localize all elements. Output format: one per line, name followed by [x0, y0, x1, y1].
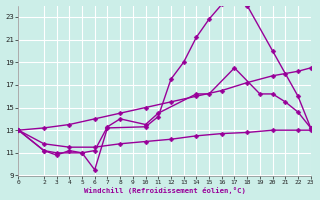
X-axis label: Windchill (Refroidissement éolien,°C): Windchill (Refroidissement éolien,°C) [84, 187, 245, 194]
